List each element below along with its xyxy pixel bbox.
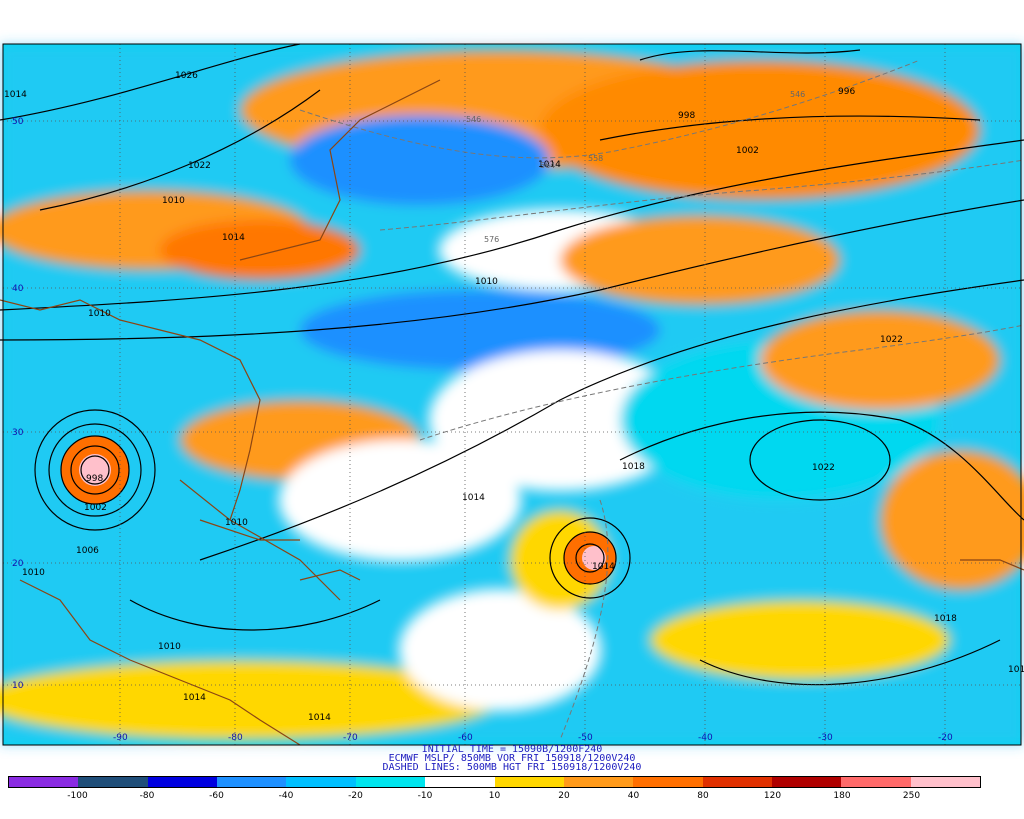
- legend-label: -10: [417, 791, 433, 801]
- legend-label: 120: [763, 791, 782, 801]
- lon-label: -70: [343, 733, 358, 743]
- legend-swatch: [633, 777, 703, 787]
- caption-dashed-lines: DASHED LINES: 500MB HGT FRI 150918/1200V…: [382, 762, 642, 773]
- height-label: 576: [484, 235, 499, 244]
- legend-swatch: [910, 777, 981, 787]
- isobar-label: 1022: [188, 161, 211, 171]
- isobar-label: 996: [838, 87, 855, 97]
- legend-label: -40: [278, 791, 294, 801]
- coastlines: [0, 79, 1024, 746]
- height-labels: 546 558 546 576 564: [466, 90, 805, 244]
- legend-label: -20: [348, 791, 363, 801]
- isobar-label: 1002: [736, 146, 759, 156]
- storm-core-gulf: [79, 454, 111, 486]
- isobar-label: 1010: [158, 642, 181, 652]
- legend-swatch: [494, 777, 564, 787]
- height-lines: [299, 59, 1024, 741]
- legend-swatch: [841, 777, 911, 787]
- latitude-labels: 50 40 30 20 10: [12, 117, 24, 691]
- legend-swatch: [147, 777, 218, 787]
- isobar-label: 1002: [84, 503, 107, 513]
- isobar-labels: 1014 1026 1022 1010 1014 1010 1010 996 9…: [4, 71, 1024, 723]
- lon-label: -30: [818, 733, 833, 743]
- vorticity-field: [0, 44, 1024, 745]
- lon-label: -80: [228, 733, 243, 743]
- isobar-label: 1006: [76, 546, 99, 556]
- isobar-label: 1014: [592, 562, 615, 572]
- isobar-label: 1022: [812, 463, 835, 473]
- isobar-label: 998: [678, 111, 695, 121]
- height-label: 546: [466, 115, 481, 124]
- isobar-label: 998: [86, 474, 103, 484]
- legend-swatch: [78, 777, 148, 787]
- legend-label: 80: [697, 791, 709, 801]
- isobar-label: 1018: [622, 462, 645, 472]
- legend-label: -60: [209, 791, 224, 801]
- storm-core-east: [582, 546, 606, 570]
- lon-label: -40: [698, 733, 713, 743]
- legend-swatch: [355, 777, 426, 787]
- isobar-label: 1010: [162, 196, 185, 206]
- isobar-label: 1022: [880, 335, 903, 345]
- lat-label: 50: [12, 117, 24, 127]
- height-label: 558: [588, 154, 603, 163]
- legend-swatch: [286, 777, 356, 787]
- isobar-label: 1010: [225, 518, 248, 528]
- legend-swatch: [702, 777, 772, 787]
- isobar-label: 1014: [4, 90, 27, 100]
- legend-swatch: [563, 777, 634, 787]
- legend-swatch: [771, 777, 842, 787]
- caption-initial-time: INITIAL TIME = 15090B/1200F240: [421, 744, 603, 755]
- color-legend: [8, 776, 981, 788]
- legend-label: 180: [833, 791, 851, 801]
- weather-map: -90 -80 -70 -60 -50 -40 -30 -20 50 40 30…: [0, 43, 1024, 746]
- isobar-label: 1014: [183, 693, 206, 703]
- legend-label: -80: [139, 791, 155, 801]
- isobar-label: 1014: [222, 233, 245, 243]
- legend-label: 20: [558, 791, 570, 801]
- isobar-label: 1014: [308, 713, 331, 723]
- isobar-label: 1026: [175, 71, 198, 81]
- lon-label: -20: [938, 733, 953, 743]
- legend-label: 40: [627, 791, 640, 801]
- isobar-label: 1010: [475, 277, 498, 287]
- isobar-label: 1014: [538, 160, 561, 170]
- isobar-label: 1018: [934, 614, 957, 624]
- lon-label: -90: [113, 733, 128, 743]
- lon-label: -60: [458, 733, 473, 743]
- lat-label: 30: [12, 428, 24, 438]
- caption-mslp-vor: ECMWF MSLP/ 850MB VOR FRI 150918/1200V24…: [388, 753, 636, 764]
- lat-label: 40: [12, 284, 24, 294]
- lat-label: 10: [12, 681, 24, 691]
- legend-label: -100: [67, 791, 88, 801]
- lon-label: -50: [578, 733, 593, 743]
- longitude-labels: -90 -80 -70 -60 -50 -40 -30 -20: [113, 733, 953, 743]
- legend-swatch: [217, 777, 287, 787]
- isobar-label: 1010: [22, 568, 45, 578]
- map-frame: [2, 43, 1022, 746]
- grid-lines: [3, 44, 1021, 745]
- height-label: 564: [540, 161, 555, 170]
- lat-label: 20: [12, 559, 24, 569]
- legend-swatch: [425, 777, 495, 787]
- legend-label: 250: [902, 791, 921, 801]
- legend-swatch: [9, 777, 79, 787]
- isobar-label: 1014: [1008, 665, 1024, 675]
- legend-label: 10: [488, 791, 501, 801]
- isobar-label: 1010: [88, 309, 111, 319]
- height-label: 546: [790, 90, 805, 99]
- isobar-label: 1014: [462, 493, 485, 503]
